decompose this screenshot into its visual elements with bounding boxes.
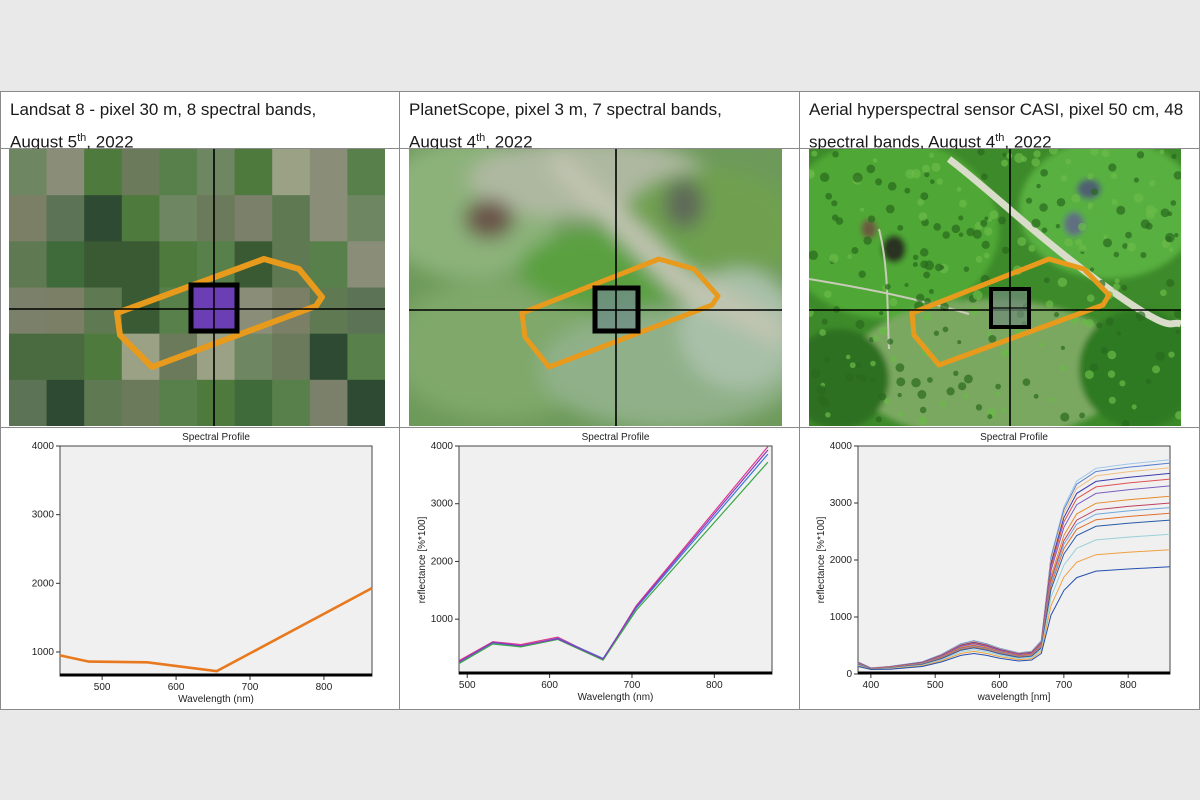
- x-tick-label: 500: [94, 682, 111, 693]
- y-axis-label: reflectance [%*100]: [417, 516, 428, 603]
- y-tick-label: 0: [846, 669, 852, 680]
- y-axis-label: reflectance [%*100]: [816, 516, 827, 603]
- landsat-overlay: [9, 149, 385, 426]
- y-tick-label: 1000: [32, 647, 55, 658]
- chart-casi: Spectral Profile 400 500 600 700 800 0 1000 2000…: [802, 428, 1198, 708]
- title-line-2: August 5th, 2022: [10, 132, 134, 152]
- y-tick-label: 2000: [431, 556, 454, 567]
- chart-title: Spectral Profile: [582, 432, 650, 443]
- x-tick-label: 800: [706, 680, 723, 691]
- title-line-2: August 4th, 2022: [409, 132, 533, 152]
- x-axis-label: wavelength [nm]: [977, 692, 1051, 703]
- series-line: [59, 586, 373, 673]
- panel-title-planetscope: PlanetScope, pixel 3 m, 7 spectral bands…: [409, 95, 779, 157]
- x-axis-label: Wavelength (nm): [578, 692, 654, 703]
- x-tick-label: 500: [459, 680, 476, 691]
- casi-scene: [809, 149, 1181, 426]
- table-border-left: [0, 91, 1, 710]
- series-line: [458, 449, 769, 663]
- panel-title-landsat: Landsat 8 - pixel 30 m, 8 spectral bands…: [10, 95, 380, 157]
- y-tick-label: 3000: [32, 510, 55, 521]
- title-line-1: Aerial hyperspectral sensor CASI, pixel …: [809, 100, 1184, 119]
- series-line: [857, 549, 1171, 670]
- x-tick-label: 700: [242, 682, 259, 693]
- y-tick-label: 3000: [431, 499, 454, 510]
- x-tick-label: 700: [624, 680, 641, 691]
- chart-landsat: Spectral Profile 500 600 700 800 1000 2000 3000…: [2, 428, 398, 708]
- x-tick-label: 800: [1120, 680, 1137, 691]
- x-tick-label: 500: [927, 680, 944, 691]
- panel-title-casi: Aerial hyperspectral sensor CASI, pixel …: [809, 95, 1194, 157]
- x-tick-label: 800: [316, 682, 333, 693]
- plot-area: [458, 445, 773, 675]
- x-tick-label: 600: [541, 680, 558, 691]
- table-divider-1: [399, 91, 400, 710]
- chart-title: Spectral Profile: [182, 432, 250, 443]
- plot-area: [59, 445, 373, 677]
- chart-planetscope: Spectral Profile 500 600 700 800 1000 2000 3000…: [402, 428, 798, 708]
- series-line: [857, 566, 1171, 670]
- y-tick-label: 3000: [830, 498, 853, 509]
- spectral-profile-chart: Spectral Profile 500 600 700 800 1000 2000 3000…: [32, 432, 373, 705]
- planetscope-overlay: [409, 149, 782, 426]
- field-polygon: [114, 256, 325, 370]
- series-line: [857, 533, 1171, 670]
- y-tick-label: 4000: [830, 441, 853, 452]
- title-line-1: Landsat 8 - pixel 30 m, 8 spectral bands…: [10, 100, 317, 119]
- figure-table: Landsat 8 - pixel 30 m, 8 spectral bands…: [0, 91, 1200, 710]
- plot-area: [857, 445, 1171, 675]
- y-tick-label: 1000: [431, 614, 454, 625]
- y-tick-label: 4000: [431, 441, 454, 452]
- y-tick-label: 1000: [830, 612, 853, 623]
- y-tick-label: 2000: [32, 578, 55, 589]
- table-border-top: [0, 91, 1200, 92]
- field-polygon: [519, 256, 721, 370]
- casi-overlay: [809, 149, 1181, 426]
- table-divider-2: [799, 91, 800, 710]
- series-line: [857, 519, 1171, 670]
- spectral-profile-chart: Spectral Profile 400 500 600 700 800 0 1000 2000…: [816, 432, 1171, 703]
- table-border-middle: [0, 427, 1200, 428]
- field-polygon: [909, 256, 1112, 368]
- title-line-2: spectral bands, August 4th, 2022: [809, 132, 1052, 152]
- y-tick-label: 2000: [830, 555, 853, 566]
- x-tick-label: 400: [863, 680, 880, 691]
- x-axis-label: Wavelength (nm): [178, 694, 254, 705]
- title-line-1: PlanetScope, pixel 3 m, 7 spectral bands…: [409, 100, 722, 119]
- x-tick-label: 700: [1056, 680, 1073, 691]
- chart-title: Spectral Profile: [980, 432, 1048, 443]
- x-tick-label: 600: [991, 680, 1008, 691]
- x-tick-label: 600: [168, 682, 185, 693]
- spectral-profile-chart: Spectral Profile 500 600 700 800 1000 2000 3000…: [417, 432, 773, 703]
- table-border-bottom: [0, 709, 1200, 710]
- y-tick-label: 4000: [32, 441, 55, 452]
- casi-image: [809, 149, 1181, 426]
